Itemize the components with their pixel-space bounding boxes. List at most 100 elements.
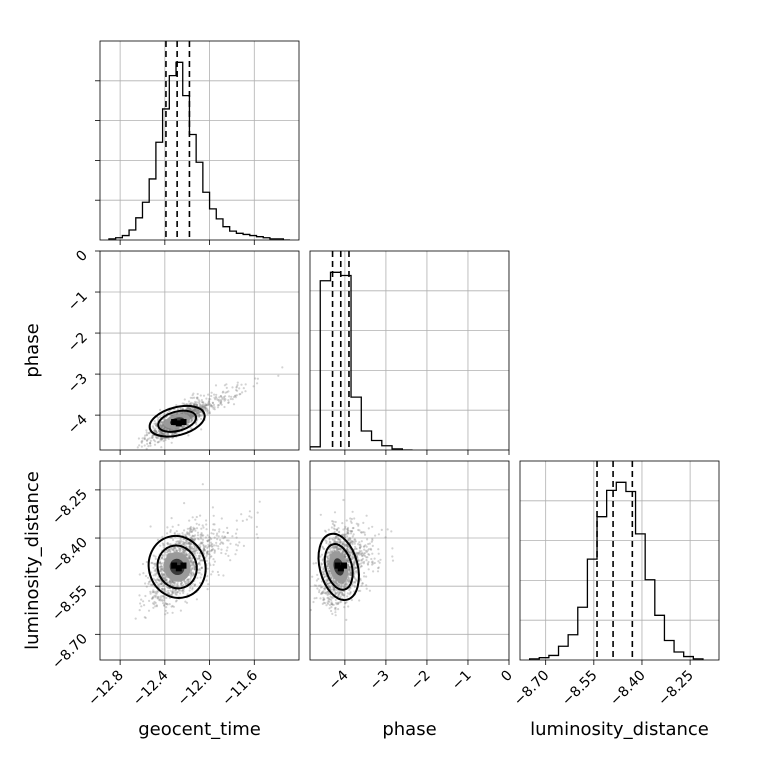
scatter-point — [337, 548, 340, 551]
scatter-point — [169, 428, 172, 431]
scatter-point — [196, 412, 199, 415]
scatter-point — [160, 574, 164, 577]
scatter-point — [198, 411, 201, 414]
scatter-point — [195, 409, 198, 412]
scatter-point — [191, 414, 194, 418]
scatter-point — [330, 576, 333, 579]
scatter-point — [372, 570, 375, 573]
scatter-point — [222, 390, 225, 393]
scatter-point — [319, 597, 322, 600]
scatter-point — [346, 595, 349, 598]
scatter-point — [181, 589, 184, 592]
scatter-point — [333, 536, 336, 539]
scatter-point — [151, 436, 154, 439]
scatter-point — [162, 432, 165, 435]
scatter-point — [350, 598, 353, 602]
scatter-point — [164, 609, 167, 612]
scatter-point — [341, 592, 344, 595]
scatter-point — [325, 565, 328, 568]
scatter-point — [325, 592, 328, 595]
scatter-point — [161, 562, 164, 565]
scatter-point — [154, 564, 157, 568]
scatter-point — [181, 585, 184, 588]
scatter-point — [193, 552, 196, 556]
scatter-point — [357, 523, 360, 526]
scatter-point — [144, 574, 148, 578]
scatter-point — [342, 550, 345, 553]
scatter-point — [155, 431, 158, 434]
scatter-point — [212, 514, 215, 517]
scatter-point — [360, 559, 363, 562]
scatter-point — [363, 575, 366, 578]
scatter-point — [336, 541, 339, 544]
scatter-point — [189, 537, 192, 540]
scatter-point — [155, 604, 158, 607]
scatter-point — [192, 571, 195, 574]
scatter-point — [344, 582, 348, 586]
scatter-point — [137, 437, 140, 440]
scatter-point — [154, 605, 157, 608]
scatter-point — [209, 405, 212, 408]
scatter-point — [347, 568, 350, 571]
scatter-point — [344, 553, 347, 556]
scatter-point — [155, 430, 158, 433]
scatter-point — [203, 406, 206, 410]
scatter-point — [349, 537, 352, 540]
scatter-point — [326, 557, 330, 561]
scatter-point — [325, 581, 328, 584]
scatter-point — [182, 590, 185, 593]
scatter-point — [192, 562, 195, 565]
scatter-point — [189, 559, 192, 563]
scatter-point — [226, 531, 229, 535]
scatter-point — [321, 559, 324, 562]
scatter-point — [342, 586, 345, 589]
scatter-point — [143, 436, 146, 439]
scatter-point — [148, 441, 152, 444]
scatter-point — [198, 412, 201, 416]
scatter-point — [328, 573, 331, 576]
scatter-point — [216, 406, 220, 409]
scatter-point — [363, 571, 366, 575]
scatter-point — [161, 432, 164, 436]
scatter-point — [180, 540, 183, 543]
scatter-point — [189, 396, 192, 399]
scatter-point — [200, 406, 203, 409]
scatter-point — [162, 573, 165, 576]
scatter-point — [353, 542, 356, 545]
scatter-point — [349, 568, 352, 571]
scatter-point — [200, 532, 203, 535]
scatter-point — [198, 569, 201, 572]
scatter-point — [358, 546, 362, 549]
scatter-point — [210, 394, 213, 398]
scatter-point — [218, 396, 221, 399]
scatter-point — [340, 600, 343, 603]
scatter-point — [208, 411, 211, 414]
scatter-point — [169, 543, 172, 546]
scatter-point — [197, 401, 201, 404]
scatter-point — [378, 561, 381, 564]
scatter-point — [357, 559, 361, 562]
scatter-point — [169, 549, 172, 553]
scatter-point — [236, 381, 239, 384]
scatter-point — [225, 549, 228, 552]
scatter-point — [168, 409, 171, 412]
scatter-point — [172, 591, 175, 594]
scatter-point — [154, 569, 157, 572]
scatter-point — [203, 549, 206, 552]
scatter-point — [156, 578, 159, 581]
scatter-point — [154, 572, 157, 576]
scatter-point — [188, 531, 191, 534]
scatter-point — [153, 594, 156, 598]
scatter-point — [353, 548, 356, 551]
scatter-point — [349, 517, 352, 520]
scatter-point — [175, 540, 178, 543]
scatter-point — [329, 574, 332, 577]
scatter-point — [328, 537, 331, 540]
scatter-point — [346, 548, 349, 551]
scatter-point — [159, 583, 162, 586]
scatter-point — [186, 542, 189, 545]
scatter-point — [196, 409, 199, 412]
scatter-point — [325, 541, 328, 545]
scatter-point — [365, 514, 368, 517]
scatter-point — [200, 542, 203, 545]
